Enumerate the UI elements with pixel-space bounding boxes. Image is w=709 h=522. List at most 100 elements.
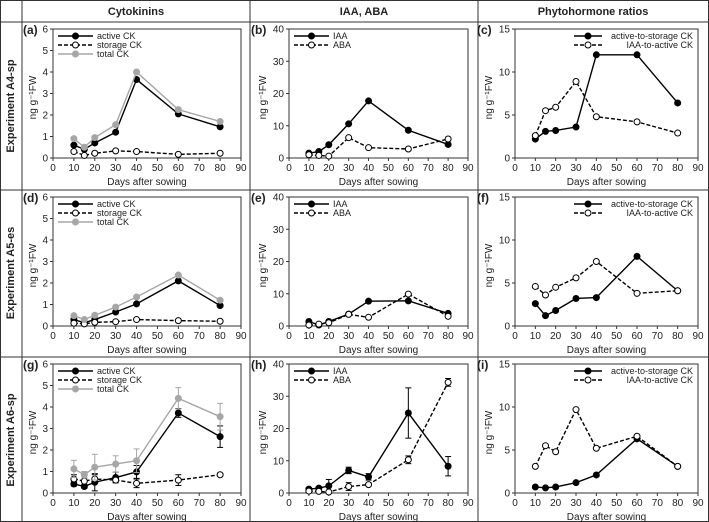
panel-d: 0 10 20 30 40 50 60 70 80 90 0 1 2 3 4 5 6 (d) ng g⁻¹FW Day… (23, 191, 247, 356)
data-point (345, 483, 353, 491)
x-tick-label: 60 (631, 163, 643, 174)
data-point (133, 457, 141, 465)
x-tick-label: 80 (215, 331, 227, 342)
data-point (70, 141, 78, 149)
data-point (542, 442, 549, 450)
data-point (112, 476, 120, 484)
x-tick-label: 50 (611, 163, 623, 174)
x-axis-label: Days after sowing (339, 512, 418, 522)
data-point (542, 484, 549, 492)
legend-marker (72, 209, 79, 217)
series-line (73, 412, 221, 488)
data-point (674, 129, 682, 137)
y-tick-label: 30 (273, 392, 285, 403)
data-point (315, 151, 323, 159)
x-tick-label: 30 (110, 163, 122, 174)
x-tick-label: 20 (89, 163, 101, 174)
data-point (404, 409, 412, 417)
data-point (325, 319, 333, 327)
y-tick-label: 5 (42, 46, 48, 57)
x-tick-label: 20 (323, 498, 335, 509)
x-tick-label: 10 (303, 331, 315, 342)
y-tick-label: 5 (504, 279, 510, 290)
y-tick-label: 10 (273, 121, 285, 132)
legend-label: active CK (97, 366, 136, 376)
y-tick-label: 4 (42, 403, 48, 414)
y-tick-label: 40 (273, 25, 285, 36)
y-tick-label: 3 (42, 257, 48, 268)
y-tick-label: 15 (499, 360, 511, 371)
legend-marker (584, 367, 592, 375)
data-point (325, 141, 333, 149)
series-aba (305, 378, 452, 496)
y-tick-label: 0 (42, 489, 48, 500)
data-point (633, 289, 641, 297)
y-tick-label: 0 (278, 154, 284, 165)
y-axis-label: ng g⁻¹FW (258, 243, 269, 287)
data-point (552, 103, 560, 111)
data-point (345, 134, 353, 142)
x-tick-label: 10 (303, 498, 315, 509)
data-point (305, 151, 313, 159)
panel-f: 0 10 20 30 40 50 60 70 80 90 0 5 10 15 (f) ng g⁻¹FW Days… (477, 191, 704, 356)
x-tick-label: 20 (550, 331, 562, 342)
x-tick-label: 90 (692, 498, 704, 509)
legend-label: storage CK (97, 375, 142, 385)
panel-label: (b) (251, 23, 266, 37)
data-point (572, 294, 580, 302)
plot-frame (288, 196, 469, 327)
panel-i: 0 10 20 30 40 50 60 70 80 90 0 5 10 15 (i) ng g⁻¹FW Days… (477, 358, 704, 522)
panel-label: (e) (251, 191, 266, 205)
y-tick-label: 40 (273, 193, 285, 204)
x-tick-label: 30 (570, 498, 582, 509)
legend-label: ABA (333, 375, 351, 385)
series-line (73, 397, 221, 476)
data-point (112, 121, 120, 129)
x-tick-label: 10 (303, 163, 315, 174)
data-point (674, 462, 682, 470)
data-point (91, 318, 99, 326)
data-point (325, 482, 333, 490)
data-point (592, 113, 600, 121)
y-tick-label: 1 (42, 300, 48, 311)
data-point (552, 483, 560, 491)
data-point (444, 312, 452, 320)
x-tick-label: 90 (692, 331, 704, 342)
series-aba (305, 290, 452, 329)
data-point (70, 312, 78, 320)
data-point (174, 409, 182, 417)
data-point (542, 127, 549, 135)
data-point (572, 274, 580, 282)
y-tick-label: 20 (273, 257, 285, 268)
y-tick-label: 2 (42, 446, 48, 457)
data-point (444, 462, 452, 470)
y-tick-label: 20 (273, 89, 285, 100)
data-point (216, 149, 224, 157)
data-point (112, 147, 120, 155)
x-tick-label: 20 (323, 331, 335, 342)
data-point (80, 471, 88, 479)
data-point (216, 433, 224, 441)
data-point (133, 68, 141, 76)
x-tick-label: 30 (570, 331, 582, 342)
data-point (305, 321, 313, 329)
x-tick-label: 0 (50, 331, 56, 342)
data-point (365, 144, 373, 152)
series-aba (305, 134, 452, 160)
x-tick-label: 10 (530, 498, 542, 509)
y-tick-label: 3 (42, 424, 48, 435)
panel-h: 0 10 20 30 40 50 60 70 80 90 0 10 20 30 40 (h) ng g⁻¹FW D… (251, 358, 474, 522)
y-tick-label: 0 (278, 322, 284, 333)
data-point (345, 120, 353, 128)
data-point (112, 460, 120, 468)
panel-label: (c) (477, 23, 492, 37)
x-tick-label: 50 (152, 163, 164, 174)
x-tick-label: 20 (550, 498, 562, 509)
data-point (91, 134, 99, 142)
legend-marker (72, 218, 79, 226)
legend-entry: storage CK (58, 375, 142, 385)
data-point (70, 319, 78, 327)
legend-entry: storage CK (58, 40, 142, 50)
x-tick-label: 0 (286, 163, 292, 174)
y-tick-label: 30 (273, 57, 285, 68)
